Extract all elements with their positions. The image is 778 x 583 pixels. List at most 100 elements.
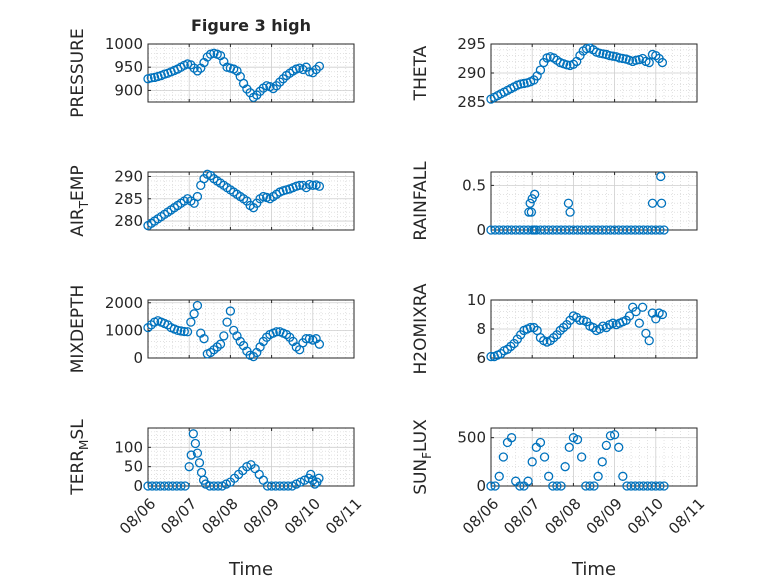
data-point	[657, 309, 668, 320]
subplot-air_temp: 280 285 290 AIRTEMP	[68, 165, 355, 237]
plot-area	[148, 44, 354, 102]
data-point	[146, 73, 156, 83]
x-tick-label: 08/07	[157, 495, 200, 538]
data-point	[283, 481, 293, 491]
y-axis-label: H2OMIXRA	[411, 283, 431, 374]
x-tick-label: 08/10	[281, 495, 324, 538]
y-tick-label: 280	[114, 212, 143, 230]
data-point	[486, 351, 496, 362]
x-tick-label: 08/10	[624, 495, 667, 538]
x-tick-label: 08/08	[198, 495, 241, 538]
data-point	[585, 481, 595, 491]
axes-box	[147, 299, 355, 359]
y-tick-label: 0	[133, 349, 143, 367]
data-point	[225, 306, 236, 316]
data-point	[647, 198, 658, 208]
data-point	[173, 325, 183, 336]
x-tick-label: 08/09	[240, 495, 283, 538]
data-point	[659, 481, 669, 491]
y-tick-label: 0	[133, 477, 143, 495]
data-point	[186, 450, 196, 460]
data-point	[311, 64, 321, 75]
data-point	[506, 433, 517, 443]
data-point	[544, 471, 554, 481]
data-point	[609, 430, 620, 440]
data-point	[180, 481, 190, 491]
data-point	[219, 331, 229, 341]
data-point	[176, 326, 186, 336]
data-point	[631, 55, 641, 65]
data-point	[560, 462, 570, 472]
figure-title: Figure 3 high	[191, 16, 311, 35]
data-point	[575, 50, 585, 61]
subplot-pressure: 900 950 1000 PRESSURE	[68, 28, 355, 118]
data-point	[565, 207, 575, 217]
y-tick-label: 8	[476, 320, 486, 338]
subplot-rainfall: 0 0.5 RAINFALL	[411, 161, 698, 241]
data-point	[608, 51, 618, 61]
subplot-h2omixra: 6 8 10 H2OMIXRA	[411, 283, 698, 375]
data-point	[634, 318, 644, 328]
y-tick-label: 950	[114, 58, 143, 76]
data-point	[314, 339, 325, 349]
data-point	[562, 60, 572, 70]
x-tick-label: 08/06	[116, 495, 159, 538]
data-point	[498, 452, 509, 462]
y-tick-label: 290	[457, 64, 486, 82]
x-axis-label-right: Time	[571, 559, 616, 580]
data-point	[515, 481, 525, 491]
y-tick-label: 295	[457, 35, 486, 53]
plot-area	[491, 172, 697, 230]
data-point	[199, 334, 209, 344]
data-point	[631, 306, 641, 317]
data-point	[301, 334, 311, 344]
subplot-mixdepth: 0 1000 2000 MIXDEPTH	[68, 285, 355, 374]
data-point	[530, 189, 540, 199]
data-point	[192, 448, 203, 458]
y-tick-label: 900	[114, 81, 143, 99]
data-point	[314, 61, 325, 71]
data-point	[314, 473, 324, 483]
data-point	[275, 77, 285, 87]
y-axis-label: THETA	[411, 45, 431, 101]
y-tick-label: 500	[457, 429, 486, 447]
data-point	[656, 171, 666, 182]
data-point	[618, 471, 628, 481]
axes-box	[147, 427, 355, 487]
data-point	[179, 326, 189, 337]
data-point	[186, 60, 196, 70]
data-point	[657, 57, 668, 68]
data-point	[552, 481, 562, 491]
y-axis-label: MIXDEPTH	[68, 285, 88, 374]
data-point	[523, 476, 533, 486]
data-point	[595, 48, 605, 58]
x-tick-label: 08/06	[459, 495, 502, 538]
data-point	[213, 481, 223, 491]
data-point	[644, 335, 654, 346]
data-point	[294, 180, 305, 191]
axes-box	[147, 171, 355, 231]
data-point	[308, 68, 318, 78]
data-point	[524, 207, 534, 217]
data-point	[563, 198, 574, 208]
y-axis-label: AIRTEMP	[68, 165, 91, 236]
data-point	[637, 302, 648, 312]
data-point	[644, 57, 654, 68]
data-point	[655, 481, 665, 491]
data-point	[556, 481, 566, 491]
data-point	[306, 469, 316, 480]
data-point	[192, 191, 203, 202]
data-point	[572, 434, 583, 445]
y-tick-label: 0.5	[462, 176, 486, 194]
data-point	[215, 339, 226, 349]
data-point	[184, 462, 194, 472]
y-tick-label: 1000	[105, 35, 143, 53]
y-axis-label: SUNFLUX	[411, 419, 434, 495]
data-point	[655, 225, 665, 235]
subplot-theta: 285 290 295 THETA	[411, 35, 698, 111]
data-point	[618, 53, 628, 64]
data-point	[597, 457, 607, 467]
data-point	[589, 481, 599, 491]
